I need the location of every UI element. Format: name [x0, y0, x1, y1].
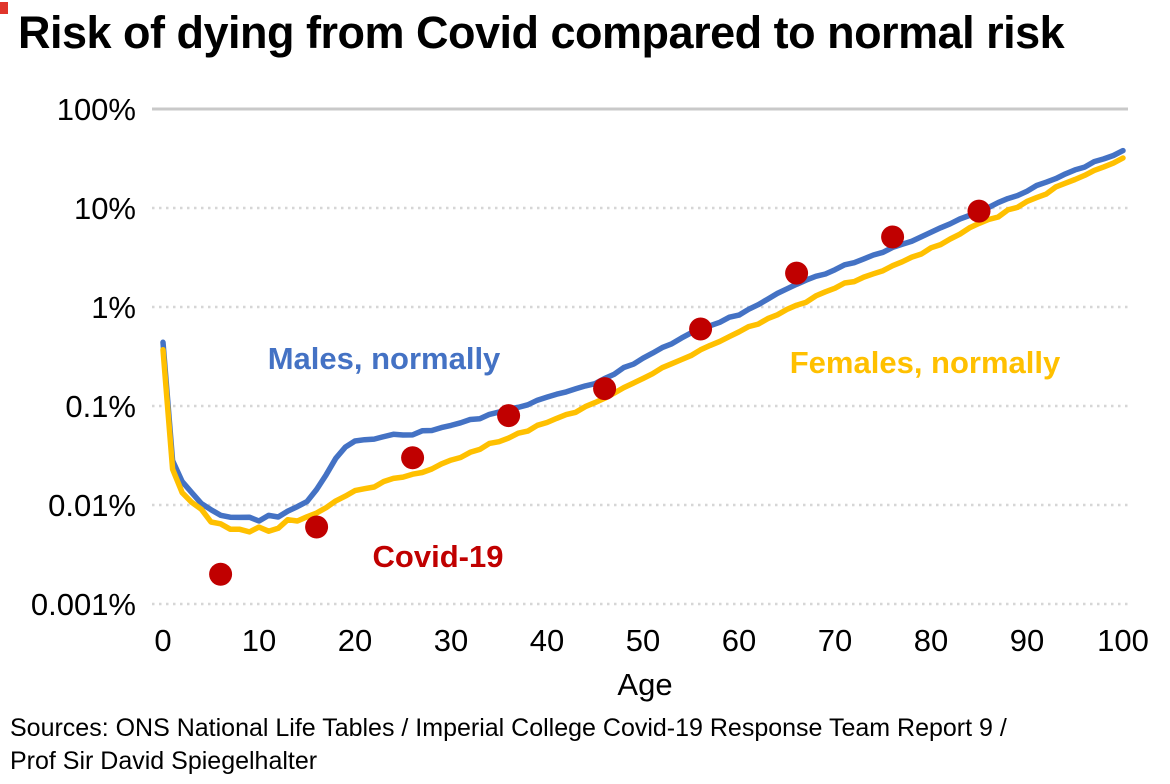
sources-line: Sources: ONS National Life Tables / Impe… [10, 714, 1007, 742]
covid-point [785, 261, 809, 285]
chart-title: Risk of dying from Covid compared to nor… [18, 7, 1065, 58]
covid-series-label: Covid-19 [372, 539, 504, 574]
covid-point [593, 377, 617, 401]
x-tick-label: 40 [530, 623, 564, 658]
females-line [160, 155, 1126, 535]
x-axis-title: Age [617, 667, 672, 702]
y-tick-label: 10% [74, 191, 136, 226]
x-tick-label: 50 [626, 623, 660, 658]
males-line [160, 147, 1126, 524]
covid-point [209, 562, 233, 586]
x-tick-label: 20 [338, 623, 372, 658]
covid-point [401, 446, 425, 470]
covid-point [497, 404, 521, 428]
females-series-label: Females, normally [789, 345, 1061, 380]
covid-point [967, 199, 991, 223]
y-tick-label: 0.1% [65, 389, 136, 424]
x-tick-label: 70 [818, 623, 852, 658]
covid-point [305, 515, 329, 539]
y-tick-label: 1% [91, 290, 136, 325]
x-tick-label: 60 [722, 623, 756, 658]
covid-point [881, 225, 905, 249]
x-tick-label: 10 [242, 623, 276, 658]
y-tick-label: 0.001% [31, 587, 136, 622]
sources-note: Sources: ONS National Life Tables / Impe… [10, 712, 1007, 778]
x-tick-label: 90 [1010, 623, 1044, 658]
y-tick-label: 0.01% [48, 488, 136, 523]
y-tick-label: 100% [57, 92, 136, 127]
covid-point [689, 317, 713, 341]
sources-line: Prof Sir David Spiegelhalter [10, 747, 318, 775]
red-corner-mark [0, 2, 8, 14]
x-tick-label: 100 [1097, 623, 1149, 658]
x-tick-label: 0 [154, 623, 171, 658]
x-tick-label: 80 [914, 623, 948, 658]
x-tick-label: 30 [434, 623, 468, 658]
males-series-label: Males, normally [267, 341, 501, 376]
